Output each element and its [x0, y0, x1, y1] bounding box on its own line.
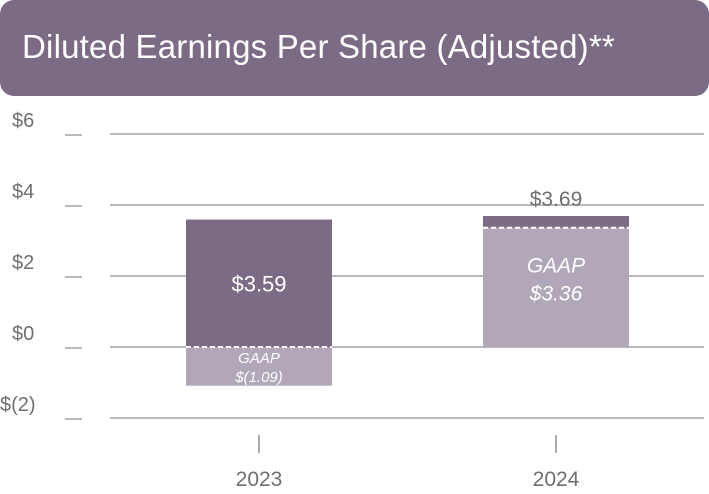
bar-adjusted — [483, 216, 629, 228]
y-tick-label: $2 — [12, 252, 34, 274]
x-category-label: 2023 — [236, 468, 283, 491]
y-tick-label: $4 — [12, 181, 34, 203]
data-label-gaap: $(1.09) — [234, 369, 283, 386]
title-banner: Diluted Earnings Per Share (Adjusted)** — [0, 0, 709, 96]
data-label-adjusted: $3.69 — [530, 188, 583, 211]
gaap-prefix-label: GAAP — [527, 255, 585, 278]
y-tick-label: $0 — [12, 323, 34, 345]
data-label-gaap: $3.36 — [529, 283, 583, 306]
y-tick-label: $(2) — [0, 394, 36, 416]
bar-gaap — [483, 227, 629, 347]
data-label-adjusted: $3.59 — [231, 271, 286, 296]
bar-adjusted — [186, 219, 332, 347]
gaap-prefix-label: GAAP — [238, 350, 280, 367]
chart-title: Diluted Earnings Per Share (Adjusted)** — [22, 28, 615, 65]
x-category-label: 2024 — [533, 468, 580, 491]
y-tick-label: $6 — [12, 110, 34, 132]
bar-gaap — [186, 347, 332, 386]
